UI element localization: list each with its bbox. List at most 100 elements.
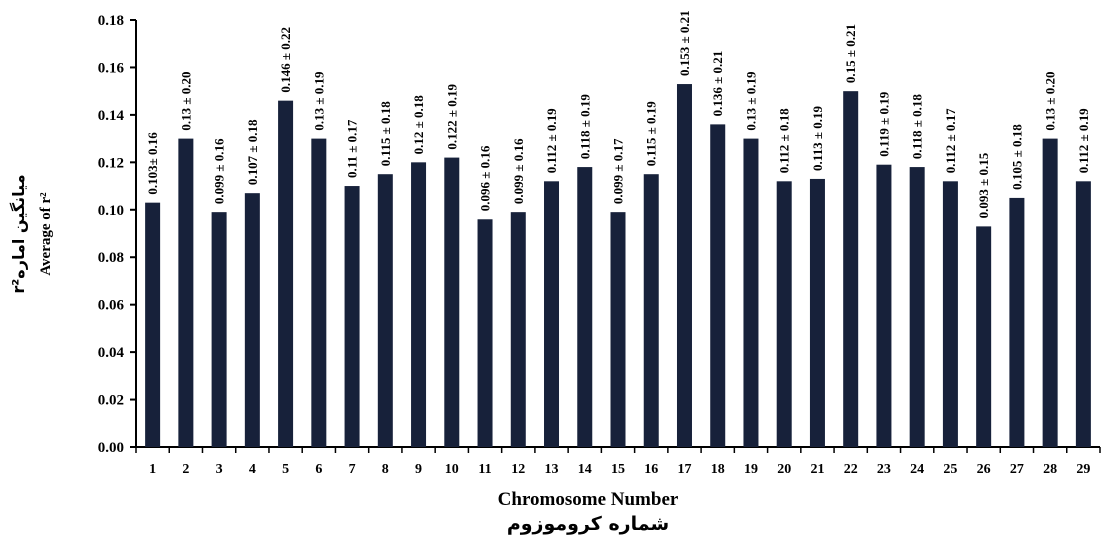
data-label: 0.113 ± 0.19 [810,106,825,171]
y-axis: 0.00 0.02 0.04 0.06 0.08 0.10 0.12 0.14 0.16 0.18 [98,13,137,456]
bar [909,167,925,448]
data-label: 0.118 ± 0.18 [910,94,925,159]
bar [743,138,759,447]
data-label: 0.112 ± 0.19 [1076,108,1091,173]
bar [510,212,526,447]
x-tick-label: 16 [644,462,658,477]
bar [211,212,227,447]
x-tick-label: 3 [216,462,223,477]
data-label: 0.112 ± 0.17 [943,108,958,173]
bar [976,226,992,447]
data-label: 0.096 ± 0.16 [478,145,493,211]
data-label: 0.122 ± 0.19 [444,83,459,149]
data-label: 0.115 ± 0.18 [378,101,393,166]
bar [643,174,659,447]
y-axis-title-persian: میانگین امارهr² [9,174,28,293]
x-tick-label: 9 [415,462,422,477]
x-tick-label: 12 [511,462,525,477]
x-tick-label: 17 [677,462,691,477]
data-label: 0.103± 0.16 [145,132,160,195]
y-axis-title: Average of r² [38,192,54,276]
bar [1042,138,1058,447]
bar [344,186,360,448]
x-tick-label: 20 [777,462,791,477]
x-tick-label: 18 [711,462,725,477]
data-label: 0.13 ± 0.20 [178,71,193,130]
x-tick-label: 7 [349,462,356,477]
bar [377,174,393,447]
x-tick-label: 21 [810,462,824,477]
y-tick-label: 0.08 [98,250,124,266]
data-label: 0.093 ± 0.15 [976,152,991,218]
data-labels: 0.103± 0.16 0.13 ± 0.20 0.099 ± 0.16 0.107 … [145,10,1091,218]
x-axis-title: Chromosome Number [498,489,679,510]
bar [311,138,327,447]
x-tick-label: 14 [578,462,592,477]
bar [1009,197,1025,447]
x-tick-label: 23 [877,462,891,477]
x-tick-label: 4 [249,462,256,477]
x-tick-label: 24 [910,462,924,477]
x-tick-label: 6 [315,462,322,477]
y-tick-label: 0.16 [98,60,125,76]
x-tick-label: 1 [149,462,156,477]
y-tick-label: 0.00 [98,440,124,456]
bar [942,181,958,448]
x-tick-label: 29 [1076,462,1090,477]
y-tick-label: 0.06 [98,298,125,314]
y-tick-label: 0.04 [98,345,125,361]
bar [178,138,194,447]
bar [843,91,859,448]
bar [876,164,892,447]
x-tick-label: 2 [182,462,189,477]
x-tick-label: 11 [478,462,491,477]
data-label: 0.099 ± 0.16 [212,138,227,204]
data-label: 0.15 ± 0.21 [843,24,858,83]
bar [544,181,560,448]
data-label: 0.105 ± 0.18 [1009,124,1024,190]
x-tick-label: 28 [1043,462,1057,477]
x-tick-label: 15 [611,462,625,477]
x-tick-label: 22 [844,462,858,477]
bar [1075,181,1091,448]
x-tick-label: 8 [382,462,389,477]
y-tick-label: 0.02 [98,393,124,409]
data-label: 0.13 ± 0.19 [743,71,758,131]
x-axis-title-persian: شماره کروموزوم [507,513,669,535]
bar [809,178,825,447]
data-label: 0.119 ± 0.19 [876,91,891,156]
y-tick-label: 0.10 [98,203,124,219]
data-label: 0.11 ± 0.17 [345,119,360,178]
data-label: 0.112 ± 0.18 [777,108,792,173]
data-label: 0.13 ± 0.20 [1043,71,1058,130]
x-tick-label: 27 [1010,462,1024,477]
x-tick-label: 26 [977,462,991,477]
y-tick-label: 0.14 [98,108,125,124]
data-label: 0.118 ± 0.19 [577,94,592,159]
data-label: 0.115 ± 0.19 [644,101,659,166]
x-tick-label: 10 [445,462,459,477]
y-tick-label: 0.12 [98,155,124,171]
y-tick-label: 0.18 [98,13,124,29]
x-tick-label: 5 [282,462,289,477]
bar [710,124,726,447]
data-label: 0.12 ± 0.18 [411,95,426,155]
bar [610,212,626,447]
bar [145,202,161,447]
data-label: 0.099 ± 0.17 [611,138,626,204]
bar [278,100,294,448]
bar [411,162,427,448]
data-label: 0.112 ± 0.19 [544,108,559,173]
bar [477,219,493,447]
data-label: 0.146 ± 0.22 [278,27,293,93]
data-label: 0.13 ± 0.19 [311,71,326,131]
x-tick-label: 19 [744,462,758,477]
bars [145,84,1091,448]
bar [676,84,692,448]
data-label: 0.107 ± 0.18 [245,119,260,185]
data-label: 0.136 ± 0.21 [710,51,725,117]
bar [776,181,792,448]
x-tick-label: 25 [943,462,957,477]
bar [577,167,593,448]
